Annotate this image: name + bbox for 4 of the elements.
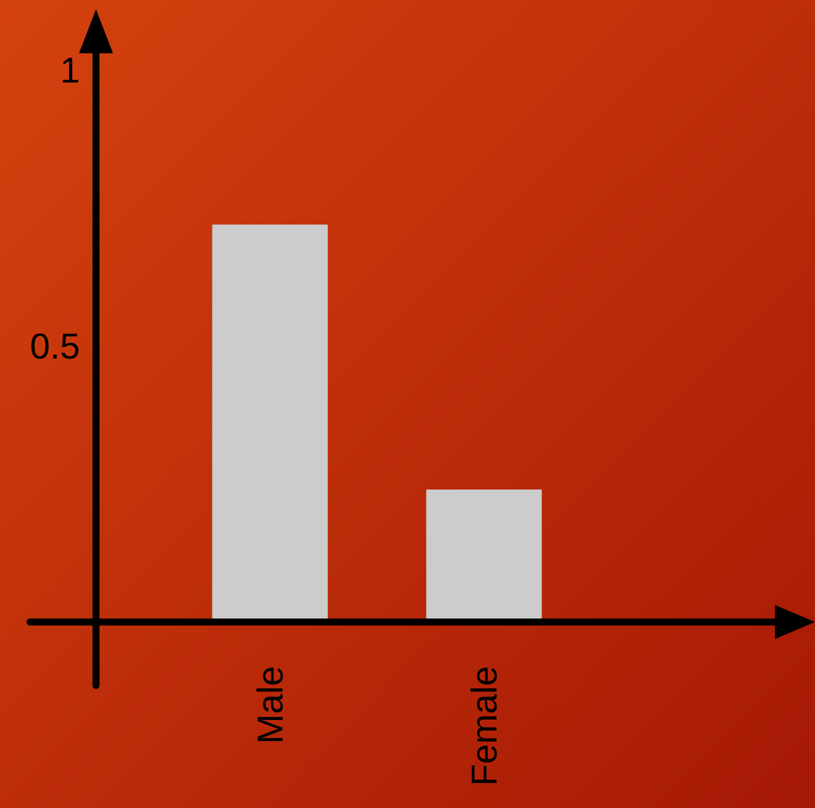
y-tick-label: 1	[60, 50, 80, 91]
x-tick-label: Female	[464, 666, 505, 786]
x-tick-label: Male	[250, 666, 291, 744]
y-tick-label: 0.5	[30, 326, 80, 367]
